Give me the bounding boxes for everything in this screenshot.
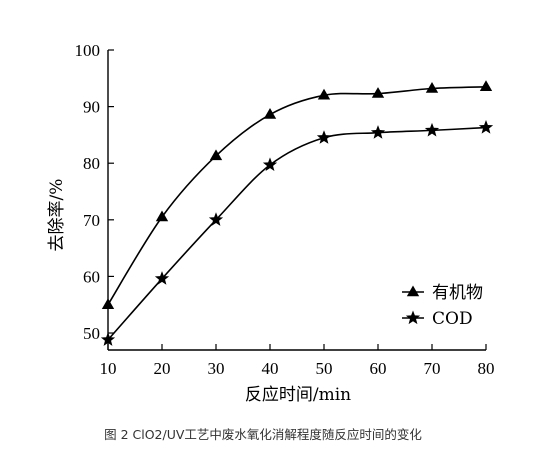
- data-point: [371, 87, 385, 98]
- legend-label: 有机物: [432, 283, 483, 303]
- legend-swatch-marker: [405, 310, 421, 325]
- x-tick-label: 70: [424, 359, 441, 378]
- x-tick-label: 30: [208, 359, 225, 378]
- data-point: [100, 332, 116, 346]
- data-point: [478, 120, 494, 134]
- data-point: [154, 271, 170, 285]
- axes: [107, 50, 486, 351]
- series-line: [107, 85, 487, 306]
- data-point: [208, 212, 224, 226]
- series-1: [101, 80, 493, 309]
- x-tick-label: 80: [478, 359, 495, 378]
- legend-item: COD: [402, 309, 473, 329]
- y-tick-label: 60: [83, 267, 100, 286]
- data-point: [425, 81, 439, 93]
- data-point: [424, 122, 440, 137]
- x-tick-label: 50: [316, 359, 333, 378]
- tick-marks: 50 60 70 80 90 100 10 20 30 40 50 60 70 80: [75, 41, 495, 378]
- x-tick-label: 60: [370, 359, 387, 378]
- data-point: [479, 80, 493, 92]
- series-2: [100, 120, 494, 346]
- x-tick-label: 20: [154, 359, 171, 378]
- legend-item: 有机物: [402, 283, 483, 303]
- data-point: [262, 157, 278, 171]
- data-point: [155, 210, 169, 222]
- data-point: [263, 108, 277, 119]
- data-point: [101, 298, 115, 309]
- series-layer: [100, 80, 494, 346]
- series-line: [107, 126, 487, 341]
- x-tick-label: 40: [262, 359, 279, 378]
- x-tick-label: 10: [100, 359, 117, 378]
- y-tick-label: 50: [83, 324, 100, 343]
- y-tick-label: 100: [75, 41, 101, 60]
- data-point: [316, 130, 332, 144]
- legend: 有机物 COD: [402, 283, 483, 329]
- legend-swatch-marker: [406, 285, 420, 297]
- figure-caption: 图 2 ClO2/UV工艺中废水氧化消解程度随反应时间的变化: [104, 427, 422, 442]
- y-axis-label: 去除率/%: [47, 179, 67, 252]
- y-tick-label: 90: [83, 98, 100, 117]
- data-point: [209, 149, 223, 161]
- x-axis-label: 反应时间/min: [245, 385, 351, 405]
- legend-label: COD: [432, 309, 473, 329]
- data-point: [317, 88, 331, 100]
- y-tick-label: 80: [83, 154, 100, 173]
- y-tick-label: 70: [83, 211, 100, 230]
- data-point: [370, 125, 386, 139]
